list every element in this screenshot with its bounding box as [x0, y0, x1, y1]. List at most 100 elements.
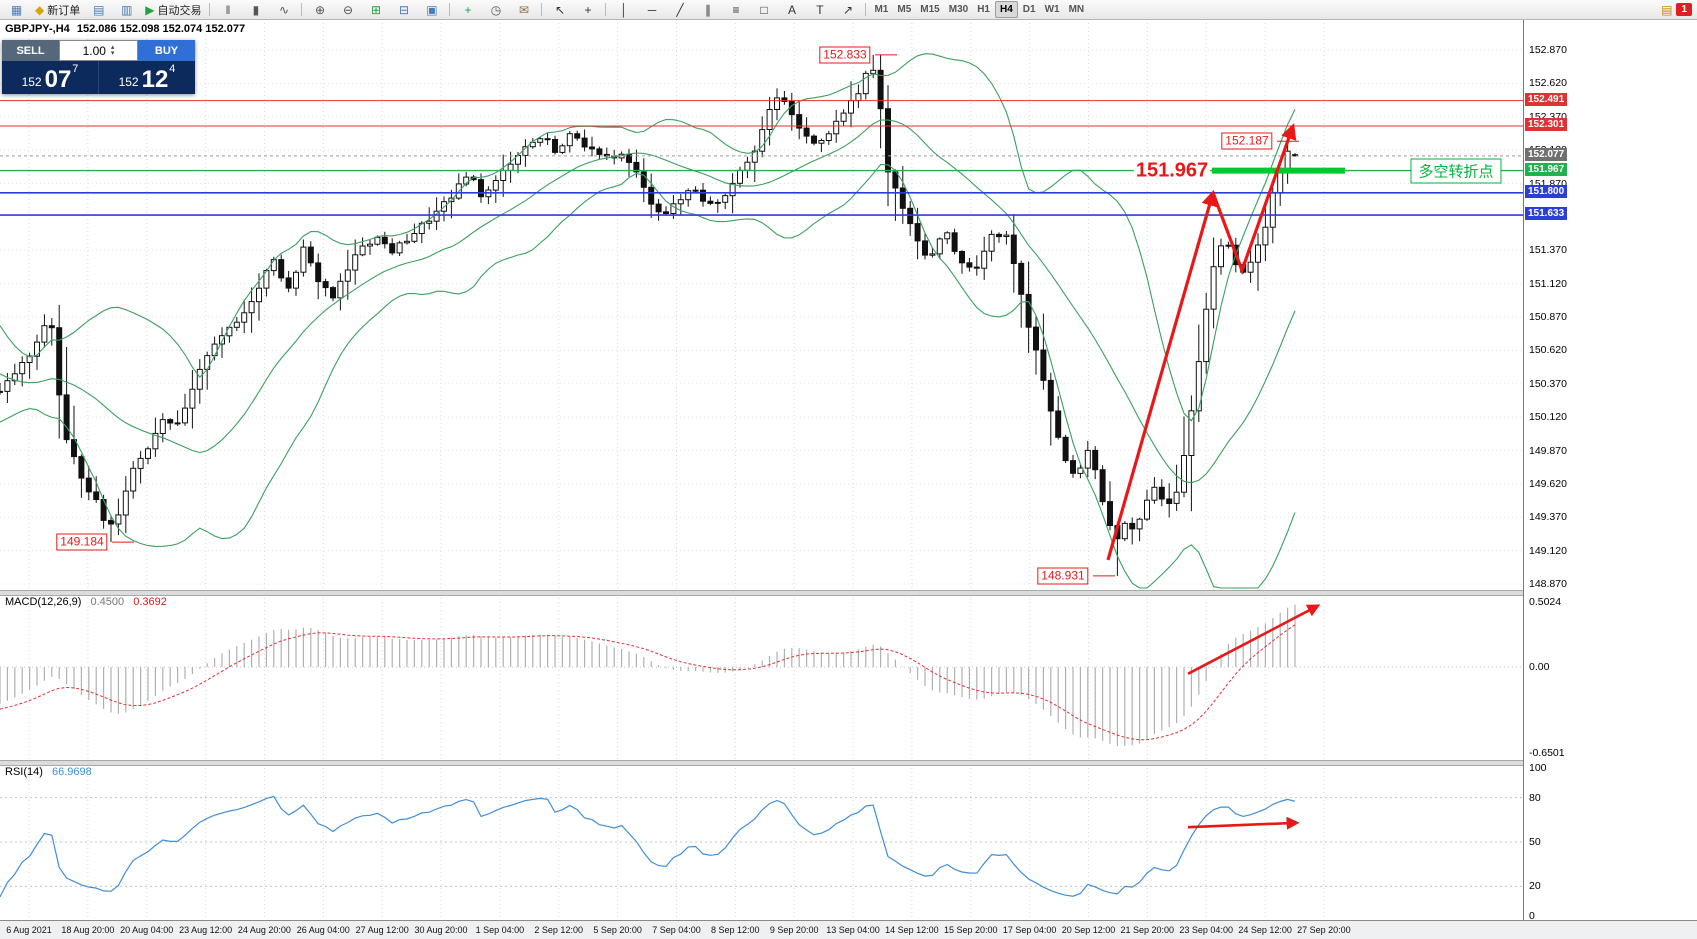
- label-tool-button[interactable]: T: [806, 0, 833, 19]
- swing-high-callout[interactable]: 152.187: [1221, 132, 1273, 150]
- cascade-windows-button[interactable]: ▣: [418, 0, 445, 19]
- timeframe-m1-button[interactable]: M1: [874, 4, 889, 15]
- sell-button[interactable]: SELL: [2, 40, 59, 61]
- sell-price-pips: 07: [44, 66, 72, 93]
- price-axis-marker: 152.301: [1525, 117, 1568, 131]
- left-low-callout[interactable]: 149.184: [56, 533, 108, 551]
- chart-shift-icon: ▤: [93, 2, 105, 17]
- templates-button[interactable]: ✉: [510, 0, 537, 19]
- period-selector-button[interactable]: ◷: [482, 0, 509, 19]
- macd-arrow[interactable]: [1187, 604, 1321, 675]
- price-axis-tick: 152.620: [1529, 77, 1567, 90]
- cursor-tool-button[interactable]: ↖: [546, 0, 573, 19]
- buy-price[interactable]: 152 12 4: [98, 61, 195, 94]
- sell-price[interactable]: 152 07 7: [2, 61, 98, 94]
- timeframe-d1-button[interactable]: D1: [1022, 4, 1036, 15]
- symbol-title: GBPJPY-,H4: [5, 23, 70, 35]
- time-axis-label: 5 Sep 20:00: [593, 925, 642, 935]
- one-click-trading-panel: SELL 1.00 ▴ ▾ BUY 152 07 7 152 12 4: [2, 40, 195, 94]
- timeframe-h4-button[interactable]: H4: [994, 1, 1018, 18]
- horizontal-line-tool-button[interactable]: ─: [638, 0, 665, 19]
- rsi-axis-label: 20: [1529, 880, 1541, 893]
- new-order-button[interactable]: ◆ 新订单: [31, 0, 84, 19]
- volume-up-icon[interactable]: ▴: [110, 43, 115, 51]
- zoom-in-icon: ⊕: [314, 2, 325, 17]
- horizontal-levels-layer[interactable]: [0, 54, 1523, 577]
- tile-windows-button[interactable]: ⊞: [362, 0, 389, 19]
- bollinger-bands-layer: [0, 53, 1296, 589]
- price-axis-marker: 151.967: [1525, 162, 1568, 176]
- arrows-tool-button[interactable]: ↗: [834, 0, 861, 19]
- cascade-windows-icon: ▣: [426, 2, 438, 17]
- rsi-panel-divider[interactable]: [0, 760, 1697, 766]
- timeframe-m15-button[interactable]: M15: [920, 4, 940, 15]
- price-axis-tick: 149.620: [1529, 477, 1567, 490]
- chart-window-icon: ▦: [10, 2, 23, 17]
- channel-tool-button[interactable]: ∥: [694, 0, 721, 19]
- toolbar-separator: [209, 3, 211, 16]
- vertical-line-tool-button[interactable]: │: [610, 0, 637, 19]
- time-axis-label: 20 Sep 12:00: [1061, 925, 1116, 935]
- right-low-callout[interactable]: 148.931: [1037, 567, 1089, 585]
- chart-shift-button[interactable]: ▤: [85, 0, 112, 19]
- timeframe-w1-button[interactable]: W1: [1044, 4, 1060, 15]
- timeframe-m5-button[interactable]: M5: [897, 4, 912, 15]
- key-level-price[interactable]: 151.967: [1133, 159, 1211, 183]
- chart-line-button[interactable]: ∿: [270, 0, 297, 19]
- chart-bars-icon: ‖: [225, 2, 231, 17]
- rsi-panel-canvas[interactable]: [0, 764, 1523, 920]
- zoom-in-button[interactable]: ⊕: [306, 0, 333, 19]
- text-tool-button[interactable]: A: [778, 0, 805, 19]
- volume-down-icon[interactable]: ▾: [110, 49, 115, 57]
- crosshair-tool-button[interactable]: +: [574, 0, 601, 19]
- buy-price-point: 4: [169, 63, 176, 75]
- timeframe-m30-button[interactable]: M30: [948, 4, 969, 15]
- rsi-arrow[interactable]: [1187, 816, 1300, 830]
- new-order-icon: ◆: [35, 2, 45, 17]
- price-axis-marker: 152.077: [1525, 147, 1568, 161]
- rsi-line: [0, 795, 1296, 898]
- indicators-add-button[interactable]: +: [454, 0, 481, 19]
- fibonacci-tool-icon: ≡: [732, 2, 740, 17]
- main-chart-canvas[interactable]: [0, 19, 1523, 590]
- chart-symbol-ohlc: GBPJPY-,H4 152.086 152.098 152.074 152.0…: [5, 23, 249, 35]
- macd-label: MACD(12,26,9) 0.4500 0.3692: [5, 596, 167, 608]
- chart-bars-button[interactable]: ‖: [214, 0, 241, 19]
- price-axis[interactable]: 152.870152.620152.370152.120151.870151.3…: [1523, 19, 1697, 922]
- time-axis-label: 1 Sep 04:00: [475, 925, 525, 935]
- buy-button[interactable]: BUY: [138, 40, 195, 61]
- arrows-tool-icon: ↗: [842, 2, 853, 17]
- volume-spinner[interactable]: ▴ ▾: [110, 43, 115, 57]
- macd-signal-line: [0, 624, 1296, 741]
- profiles-button[interactable]: ▥: [113, 0, 140, 19]
- alerts-icon[interactable]: ▤: [1661, 2, 1673, 17]
- price-axis-marker: 151.633: [1525, 207, 1568, 221]
- cursor-tool-icon: ↖: [554, 2, 565, 17]
- time-axis[interactable]: 6 Aug 2021 18 Aug 20:00 20 Aug 04:00 23 Aug…: [0, 920, 1697, 939]
- chart-window-button[interactable]: ▦: [3, 0, 30, 19]
- chart-line-icon: ∿: [278, 2, 289, 17]
- high-price-callout[interactable]: 152.833: [819, 46, 871, 64]
- time-axis-label: 8 Sep 12:00: [711, 925, 760, 935]
- macd-panel-canvas[interactable]: [0, 594, 1523, 760]
- timeframe-mn-button[interactable]: MN: [1068, 4, 1085, 15]
- timeframe-h1-button[interactable]: H1: [977, 4, 990, 15]
- chart-candlesticks-button[interactable]: ▮: [242, 0, 269, 19]
- zoom-out-button[interactable]: ⊖: [334, 0, 361, 19]
- time-axis-label: 13 Sep 04:00: [826, 925, 880, 935]
- macd-panel-divider[interactable]: [0, 590, 1697, 596]
- turning-point-label[interactable]: 多空转折点: [1410, 158, 1502, 184]
- time-axis-label: 7 Sep 04:00: [652, 925, 701, 935]
- time-axis-label: 20 Aug 04:00: [120, 925, 174, 935]
- macd-main-value: 0.4500: [90, 596, 125, 608]
- time-axis-label: 24 Aug 20:00: [237, 925, 291, 935]
- fibonacci-tool-button[interactable]: ≡: [722, 0, 749, 19]
- shapes-tool-button[interactable]: □: [750, 0, 777, 19]
- autotrading-button[interactable]: ▶ 自动交易: [141, 0, 205, 19]
- notification-badge[interactable]: 1: [1676, 3, 1692, 16]
- toolbar-separator: [865, 3, 867, 16]
- auto-arrange-button[interactable]: ⊟: [390, 0, 417, 19]
- trend-arrows-layer[interactable]: [1106, 123, 1297, 561]
- volume-input[interactable]: 1.00 ▴ ▾: [59, 40, 138, 61]
- trendline-tool-button[interactable]: ╱: [666, 0, 693, 19]
